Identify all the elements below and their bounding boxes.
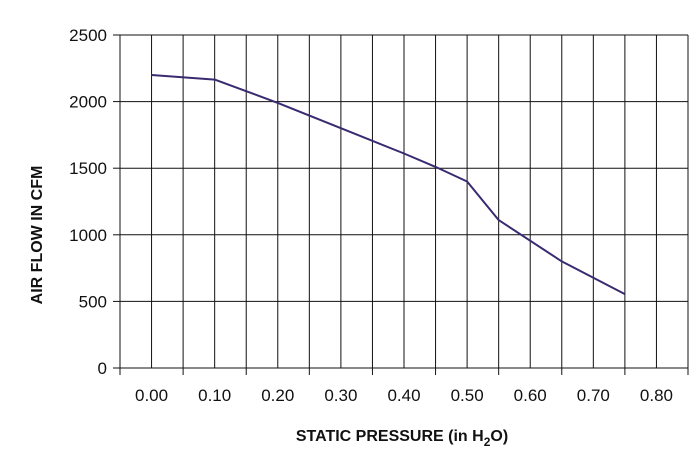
x-tick-label: 0.80 [640,386,673,405]
x-tick-labels: 0.00 0.10 0.20 0.30 0.40 0.50 0.60 0.70 0.80 [135,386,673,405]
x-tick-label: 0.10 [198,386,231,405]
x-axis-title-tail: O) [490,428,508,445]
x-axis-title-main: STATIC PRESSURE (in H [296,428,484,445]
y-tick-label: 1500 [69,159,107,178]
y-tick-labels: 0 500 1000 1500 2000 2500 [69,26,107,378]
x-axis-title-subscript: 2 [484,435,491,449]
y-axis-title: AIR FLOW IN CFM [29,166,46,305]
x-tick-label: 0.60 [514,386,547,405]
x-tick-label: 0.70 [577,386,610,405]
x-tick-label: 0.20 [261,386,294,405]
x-tick-label: 0.40 [387,386,420,405]
y-tick-label: 1000 [69,226,107,245]
y-tick-label: 2000 [69,93,107,112]
y-tick-label: 2500 [69,26,107,45]
x-tick-label: 0.00 [135,386,168,405]
y-tick-label: 0 [98,359,107,378]
x-tick-label: 0.30 [324,386,357,405]
series-group [151,74,626,295]
grid [113,34,689,375]
y-tick-label: 500 [79,292,107,311]
series-line [151,74,626,295]
x-tick-label: 0.50 [451,386,484,405]
x-axis-title: STATIC PRESSURE (in H2O) [296,428,508,449]
